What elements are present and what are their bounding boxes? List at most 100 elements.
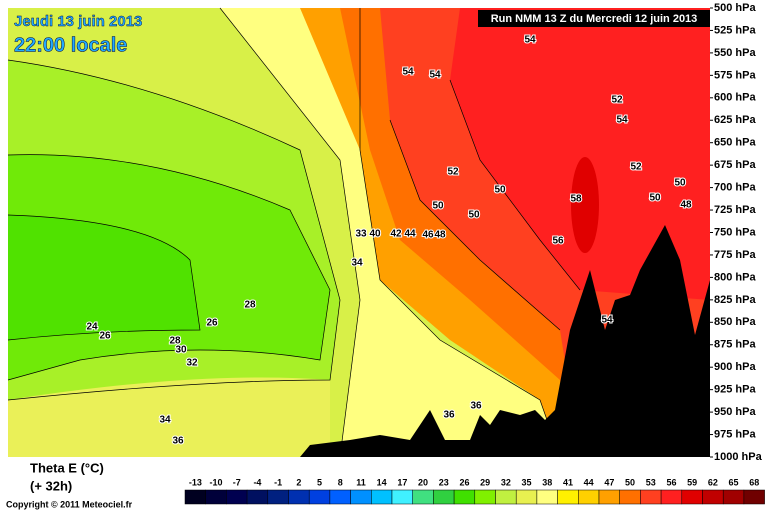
y-tick-label: 600 hPa	[714, 92, 756, 104]
contour-label: 34	[159, 415, 171, 426]
colorbar-swatch	[350, 489, 372, 505]
y-tick-label: 850 hPa	[714, 316, 756, 328]
contour-label: 50	[468, 210, 480, 221]
colorbar-swatch	[702, 489, 724, 505]
y-tick-label: 625 hPa	[714, 114, 756, 126]
colorbar-label: 20	[418, 477, 428, 487]
contour-label: 50	[494, 185, 506, 196]
date-label: Jeudi 13 juin 2013	[14, 13, 142, 30]
colorbar-swatch	[619, 489, 641, 505]
colorbar-label: 62	[708, 477, 718, 487]
colorbar-swatch	[578, 489, 600, 505]
colorbar-swatch	[205, 489, 227, 505]
colorbar-swatch	[557, 489, 579, 505]
contour-label: 26	[206, 318, 218, 329]
colorbar-swatch	[515, 489, 538, 505]
y-tick-label: 500 hPa	[714, 2, 756, 14]
contour-label: 52	[611, 95, 623, 106]
field-zone	[450, 8, 710, 300]
contour-label: 48	[680, 200, 692, 211]
colorbar-swatch	[412, 489, 434, 505]
contour-label: 44	[404, 229, 416, 240]
colorbar-label: 5	[317, 477, 322, 487]
contour-label: 50	[649, 193, 661, 204]
colorbar-swatch	[433, 489, 455, 505]
colorbar-label: 68	[749, 477, 759, 487]
colorbar-swatch	[598, 489, 620, 505]
colorbar-swatch	[495, 489, 517, 505]
colorbar-swatch	[308, 489, 331, 505]
colorbar-swatch	[722, 489, 745, 505]
colorbar-swatch	[184, 489, 206, 505]
colorbar-swatch	[371, 489, 393, 505]
colorbar-label: 44	[584, 477, 594, 487]
colorbar-label: 29	[480, 477, 490, 487]
contour-label: 26	[99, 331, 111, 342]
contour-label: 36	[172, 436, 184, 447]
colorbar-swatch	[246, 489, 269, 505]
colorbar-label: 23	[439, 477, 449, 487]
y-tick-label: 650 hPa	[714, 137, 756, 149]
contour-label: 56	[552, 236, 564, 247]
colorbar-label: 35	[522, 477, 532, 487]
time-label: 22:00 locale	[14, 34, 127, 56]
colorbar-label: -1	[274, 477, 282, 487]
contour-label: 54	[524, 35, 536, 46]
colorbar-label: 2	[296, 477, 301, 487]
field-zone	[8, 215, 200, 340]
field-zone	[8, 377, 330, 457]
y-tick-label: 775 hPa	[714, 249, 756, 261]
colorbar-swatch	[329, 489, 351, 505]
y-tick-label: 900 hPa	[714, 361, 756, 373]
colorbar-label: 17	[397, 477, 407, 487]
contour-label: 48	[434, 230, 446, 241]
chart-title: Theta E (°C)	[30, 460, 104, 475]
y-tick-label: 950 hPa	[714, 406, 756, 418]
copyright: Copyright © 2011 Meteociel.fr	[6, 499, 133, 509]
y-tick-label: 825 hPa	[714, 294, 756, 306]
colorbar-label: 47	[604, 477, 614, 487]
colorbar-swatch	[536, 489, 558, 505]
colorbar-label: -10	[210, 477, 223, 487]
colorbar-label: 50	[625, 477, 635, 487]
colorbar-label: 56	[666, 477, 676, 487]
contour-label: 28	[244, 300, 256, 311]
colorbar-swatch	[681, 489, 703, 505]
colorbar-label: 59	[687, 477, 697, 487]
colorbar-label: 53	[646, 477, 656, 487]
y-tick-label: 575 hPa	[714, 69, 756, 81]
contour-label: 30	[175, 345, 187, 356]
colorbar-swatch	[453, 489, 476, 505]
field	[7, 7, 710, 458]
colorbar-swatch	[474, 489, 496, 505]
contours	[7, 7, 581, 458]
colorbar-label: 41	[563, 477, 573, 487]
colorbar-swatch	[391, 489, 413, 505]
y-tick-label: 925 hPa	[714, 384, 756, 396]
contour-label: 50	[432, 201, 444, 212]
contour-label: 52	[630, 162, 642, 173]
y-tick-label: 750 hPa	[714, 226, 756, 238]
y-tick-label: 725 hPa	[714, 204, 756, 216]
contour-label: 46	[422, 230, 434, 241]
colorbar-label: 38	[542, 477, 552, 487]
colorbar-label: 65	[729, 477, 739, 487]
contour-label: 54	[429, 70, 441, 81]
contour-label: 52	[447, 167, 459, 178]
contour-label: 58	[570, 194, 582, 205]
terrain	[300, 225, 710, 457]
colorbar-swatch	[743, 489, 765, 505]
contour-label: 40	[369, 229, 381, 240]
y-tick-label: 800 hPa	[714, 271, 756, 283]
run-label: Run NMM 13 Z du Mercredi 12 juin 2013	[491, 13, 698, 25]
y-tick-label: 975 hPa	[714, 428, 756, 440]
colorbar-swatch	[267, 489, 289, 505]
colorbar-label: 32	[501, 477, 511, 487]
y-tick-label: 675 hPa	[714, 159, 756, 171]
contour-label: 54	[402, 67, 414, 78]
y-tick-label: 875 hPa	[714, 339, 756, 351]
colorbar-label: -7	[233, 477, 241, 487]
contour-label: 54	[616, 115, 628, 126]
colorbar-label: 26	[459, 477, 469, 487]
